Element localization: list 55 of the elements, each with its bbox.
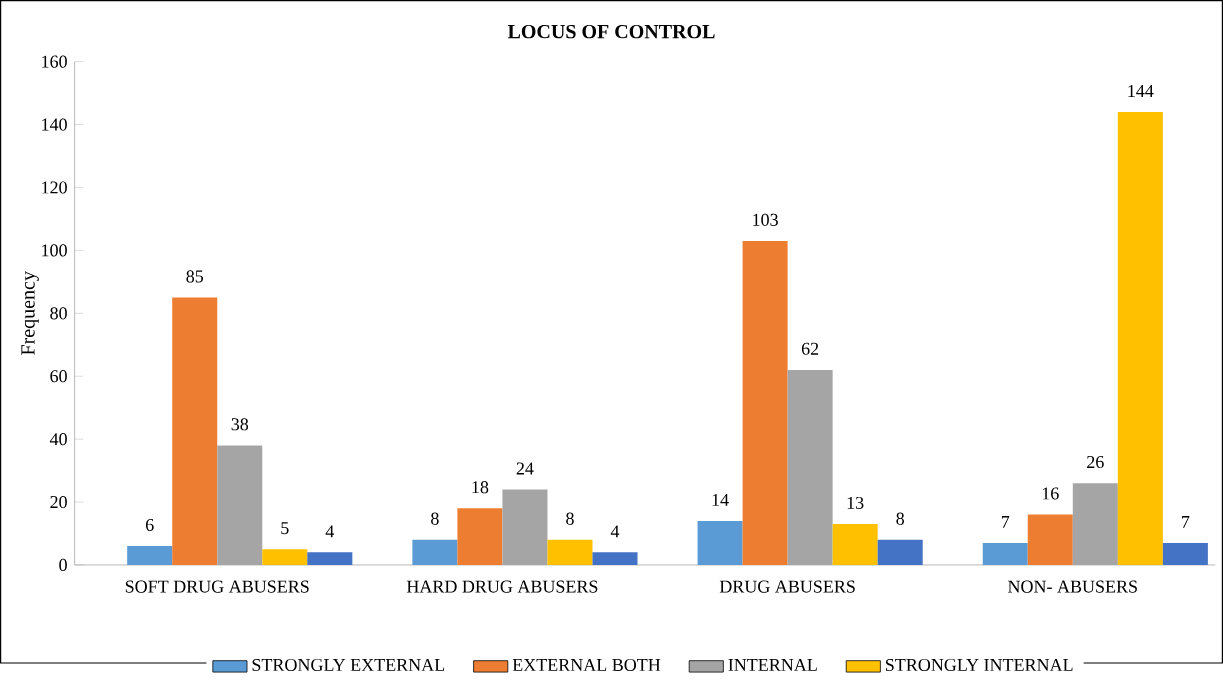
legend-label: INTERNAL: [728, 659, 817, 671]
bar: [127, 546, 173, 566]
data-label: 8: [431, 512, 439, 525]
y-tick-label: 60: [50, 370, 67, 383]
bar: [1162, 543, 1208, 566]
bar: [592, 552, 638, 566]
bar: [697, 520, 743, 566]
bar: [877, 539, 923, 566]
data-label: 13: [847, 496, 864, 510]
bar: [832, 524, 878, 566]
data-label: 8: [896, 512, 904, 525]
bar: [1117, 112, 1163, 566]
data-label: 8: [566, 512, 574, 525]
bar: [172, 297, 218, 566]
data-label: 4: [325, 525, 335, 538]
data-label: 6: [145, 518, 154, 532]
y-tick-label: 0: [59, 558, 67, 572]
data-label: 7: [1182, 516, 1190, 528]
x-tick-label: NON- ABUSERS: [1008, 580, 1137, 593]
data-label: 14: [712, 494, 729, 506]
data-label: 5: [281, 522, 289, 535]
bar: [307, 552, 353, 566]
x-tick-label: HARD DRUG ABUSERS: [406, 580, 598, 593]
bar: [547, 539, 593, 566]
legend-label: STRONGLY INTERNAL: [885, 658, 1073, 672]
y-axis-title: Frequency: [21, 271, 39, 356]
data-label: 38: [231, 418, 249, 431]
bar: [457, 508, 503, 566]
bar: [1027, 514, 1073, 566]
data-label: 144: [1128, 85, 1154, 97]
data-label: 103: [753, 213, 778, 226]
y-tick-label: 160: [42, 55, 67, 68]
data-label: 62: [801, 342, 819, 355]
x-tick-label: DRUG ABUSERS: [719, 580, 855, 593]
bar: [412, 539, 458, 566]
data-label: 26: [1087, 456, 1104, 469]
data-label: 18: [472, 481, 489, 494]
bar: [982, 543, 1028, 566]
y-tick-label: 100: [42, 244, 67, 257]
data-label: 85: [186, 270, 204, 283]
data-label: 16: [1042, 487, 1059, 500]
y-tick-label: 40: [49, 433, 67, 446]
y-tick-label: 80: [50, 307, 67, 320]
chart-title: LOCUS OF CONTROL: [507, 24, 715, 39]
y-tick-label: 140: [42, 118, 67, 131]
x-tick-label: SOFT DRUG ABUSERS: [125, 580, 309, 593]
data-label: 7: [1001, 516, 1010, 528]
y-tick-label: 20: [50, 496, 67, 509]
bar: [742, 241, 788, 566]
legend-label: EXTERNAL BOTH: [512, 658, 661, 672]
data-label: 4: [610, 525, 620, 538]
bar: [262, 549, 308, 566]
y-tick-label: 120: [42, 181, 67, 194]
legend-label: STRONGLY EXTERNAL: [252, 658, 445, 672]
data-label: 24: [516, 462, 534, 475]
